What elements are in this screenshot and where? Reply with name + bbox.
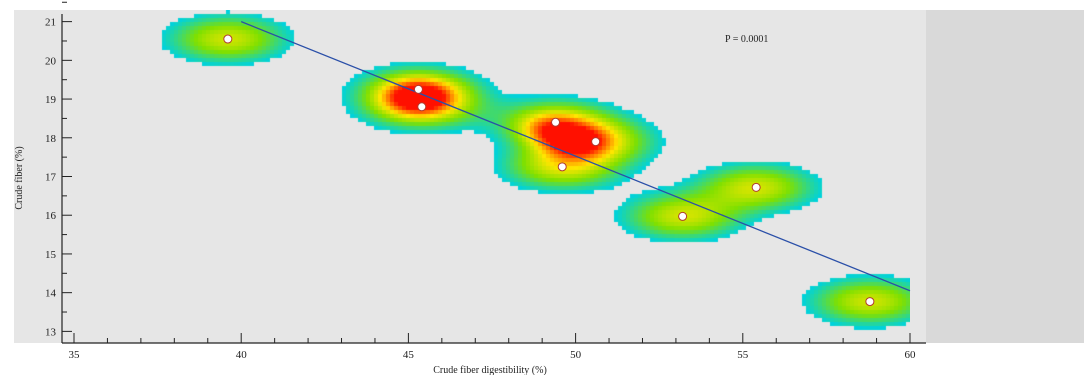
data-point [678,211,688,221]
y-tick-label: 19 [45,94,57,106]
y-tick-label: 21 [45,17,56,29]
data-point [551,117,561,127]
data-point [223,34,233,44]
y-tick-label: 13 [45,326,57,338]
side-panel [926,10,1084,343]
regression-line [240,21,911,292]
x-tick-label: 45 [403,349,415,361]
axes: 13 14 15 16 17 18 19 20 21 35 40 45 50 55 60 [45,1,926,361]
data-point [751,182,761,192]
y-tick-label: 15 [45,249,57,261]
y-tick-label: 14 [45,288,57,300]
x-tick-label: 40 [236,349,248,361]
x-tick-label: 35 [69,349,81,361]
x-axis-title: Crude fiber digestibility (%) [433,365,547,375]
density-heatmap [74,10,910,343]
points-layer [223,34,875,307]
density-layer [74,10,910,343]
y-tick-label: 16 [45,210,57,222]
data-point [557,162,567,172]
y-tick-label: 17 [45,172,57,184]
y-tick-label: 18 [45,133,57,145]
x-tick-label: 55 [737,349,749,361]
data-point [417,102,427,112]
p-value-annotation: P = 0.0001 [725,34,768,45]
data-point [591,137,601,147]
data-point [413,84,423,94]
y-axis-title: Crude fiber (%) [14,146,25,209]
y-tick-label: 20 [45,55,57,67]
x-tick-label: 60 [905,349,917,361]
regression-layer [240,21,911,292]
x-tick-label: 50 [570,349,582,361]
data-point [865,297,875,307]
